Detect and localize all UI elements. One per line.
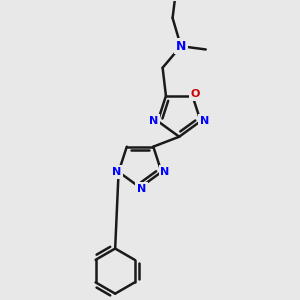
Text: N: N bbox=[112, 167, 122, 177]
Text: O: O bbox=[190, 89, 200, 99]
Text: N: N bbox=[200, 116, 209, 126]
Text: N: N bbox=[176, 40, 186, 52]
Text: N: N bbox=[160, 167, 170, 177]
Text: N: N bbox=[137, 184, 146, 194]
Text: N: N bbox=[149, 116, 158, 126]
